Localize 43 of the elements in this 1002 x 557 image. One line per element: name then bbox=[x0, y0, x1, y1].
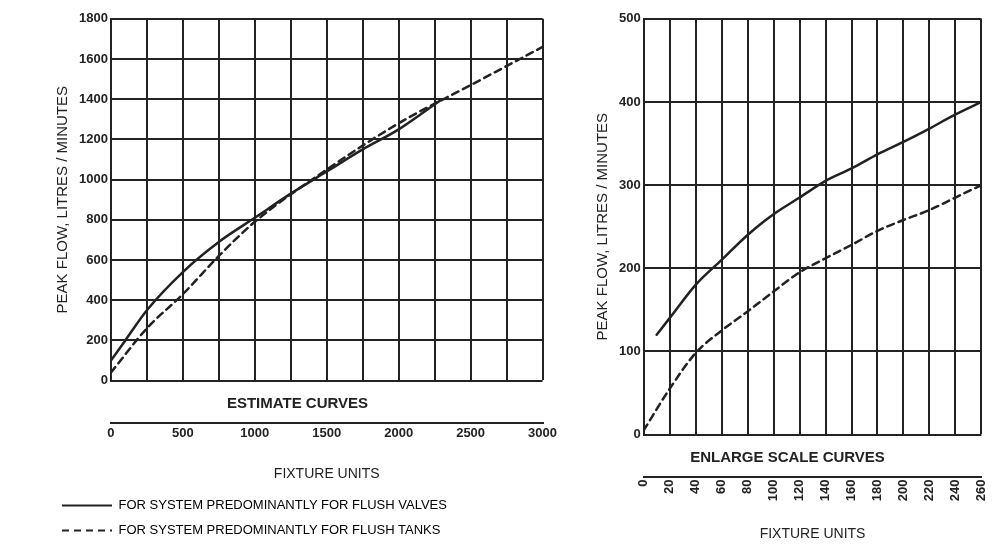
y-tick-label: 800 bbox=[86, 211, 108, 227]
y-tick-label: 400 bbox=[618, 93, 641, 109]
y-tick-label: 1200 bbox=[79, 130, 108, 146]
x-tick-label: 1000 bbox=[240, 424, 270, 440]
y-axis-title: PEAK FLOW, LITRES / MINUTES bbox=[593, 112, 611, 341]
x-tick-label: 60 bbox=[713, 479, 729, 494]
x-tick-label: 140 bbox=[817, 479, 833, 502]
y-tick-label: 1000 bbox=[79, 171, 108, 187]
y-tick-label: 300 bbox=[618, 176, 641, 192]
y-axis-title: PEAK FLOW, LITRES / MINUTES bbox=[53, 85, 71, 314]
x-tick-label: 200 bbox=[895, 479, 911, 502]
x-tick-label: 2000 bbox=[384, 424, 414, 440]
x-tick-label: 220 bbox=[921, 479, 937, 502]
x-tick-label: 80 bbox=[739, 479, 755, 494]
x-tick-label: 180 bbox=[869, 479, 885, 502]
x-tick-label: 120 bbox=[791, 479, 807, 502]
y-tick-label: 100 bbox=[618, 342, 641, 358]
x-tick-label: 0 bbox=[635, 479, 651, 487]
x-tick-label: 40 bbox=[687, 479, 703, 494]
x-tick-label: 500 bbox=[172, 424, 194, 440]
x-axis-title: FIXTURE UNITS bbox=[759, 525, 866, 542]
text: ESTIMATE CURVES bbox=[226, 393, 369, 411]
y-tick-label: 0 bbox=[100, 372, 108, 388]
y-tick-label: 1800 bbox=[79, 10, 108, 26]
y-tick-label: 600 bbox=[86, 251, 108, 267]
x-tick-label: 240 bbox=[947, 479, 962, 502]
x-tick-label: 260 bbox=[972, 479, 988, 502]
y-tick-label: 1400 bbox=[79, 90, 108, 106]
y-tick-label: 400 bbox=[86, 291, 108, 307]
x-tick-label: 160 bbox=[843, 479, 859, 502]
x-tick-label: 20 bbox=[661, 479, 677, 494]
x-tick-label: 3000 bbox=[528, 424, 557, 440]
x-axis-title: FIXTURE UNITS bbox=[273, 465, 380, 482]
x-tick-label: 100 bbox=[765, 479, 781, 502]
legend-label: FOR SYSTEM PREDOMINANTLY FOR FLUSH TANKS bbox=[118, 522, 441, 538]
x-tick-label: 1500 bbox=[312, 424, 342, 440]
y-tick-label: 1600 bbox=[79, 50, 108, 66]
x-tick-label: 2500 bbox=[456, 424, 486, 440]
y-tick-label: 500 bbox=[618, 10, 641, 26]
y-tick-label: 200 bbox=[86, 331, 108, 347]
y-tick-label: 200 bbox=[618, 259, 641, 275]
text: ENLARGE SCALE CURVES bbox=[690, 447, 885, 465]
legend-label: FOR SYSTEM PREDOMINANTLY FOR FLUSH VALVES bbox=[118, 497, 448, 513]
